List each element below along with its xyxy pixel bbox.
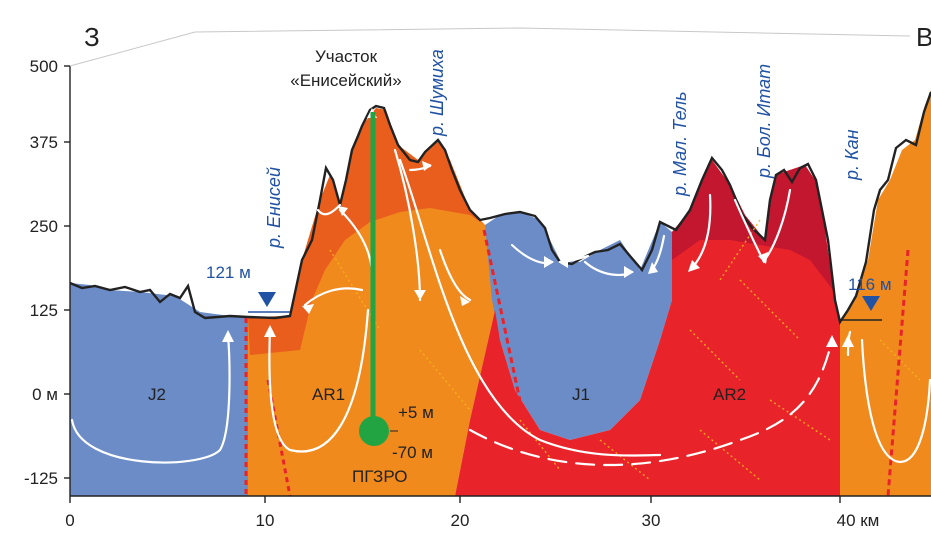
unit-ar1-weathered	[248, 108, 485, 355]
arrowhead	[624, 266, 634, 278]
arrowhead	[422, 161, 432, 171]
flow-arrow	[70, 333, 231, 464]
fault-line	[482, 229, 542, 497]
arrowhead	[558, 256, 568, 268]
fracture-line	[329, 249, 381, 331]
borehole-target	[359, 416, 389, 446]
x-tick-label: 20	[451, 511, 470, 530]
arrowhead	[826, 335, 838, 347]
y-tick-label: 125	[30, 301, 58, 320]
unit-label-ar2: AR2	[713, 385, 746, 404]
unit-ar2-crest	[672, 160, 833, 290]
direction-west: З	[84, 22, 100, 52]
water-level-label-right: 116 м	[848, 275, 892, 294]
unit-ar2-body	[455, 160, 840, 496]
arrowhead	[460, 296, 470, 306]
flow-arrow	[268, 308, 370, 453]
x-tick-labels: 0 10 20 30 40 км	[65, 511, 879, 530]
unit-label-ar1: AR1	[312, 385, 345, 404]
river-label-mal-tel: р. Мал. Тель	[670, 91, 690, 197]
unit-j2-body	[70, 283, 248, 496]
fracture-line	[739, 279, 801, 341]
arrowhead	[302, 304, 314, 314]
flow-arrow	[393, 148, 422, 302]
top-frame	[69, 27, 911, 67]
x-tick-label: 10	[256, 511, 275, 530]
y-tick-labels: 500 375 250 125 0 м -125	[24, 57, 58, 488]
x-tick-label: 40 км	[837, 511, 880, 530]
site-title-line2: «Енисейский»	[290, 71, 402, 90]
fracture-line	[699, 429, 761, 481]
y-tick-label: 500	[30, 57, 58, 76]
arrowhead	[842, 335, 854, 347]
river-label-kan: р. Кан	[842, 129, 862, 181]
fracture-line	[519, 419, 561, 471]
borehole-bottom-label: -70 м	[392, 443, 433, 462]
flow-arrow	[303, 287, 364, 307]
water-level-label-left: 121 м	[206, 263, 251, 282]
y-tick-label: 250	[30, 217, 58, 236]
river-label-bol-itat: р. Бол. Итат	[754, 64, 774, 179]
arrowhead	[222, 330, 234, 342]
unit-label-j2: J2	[148, 385, 166, 404]
water-level-triangle	[258, 292, 276, 307]
x-tick-label: 0	[65, 511, 74, 530]
axes	[64, 65, 931, 503]
fracture-line	[599, 439, 651, 481]
flow-arrow-dashed	[468, 338, 834, 466]
arrowhead	[758, 252, 768, 264]
geology-layers	[70, 90, 931, 496]
unit-label-j1: J1	[572, 385, 590, 404]
y-tick-label: 0 м	[32, 385, 58, 404]
borehole	[359, 112, 398, 446]
x-tick-label: 30	[642, 511, 661, 530]
fracture-line	[719, 219, 761, 281]
arrowhead	[414, 290, 426, 300]
flow-arrow	[860, 338, 931, 464]
y-tick-label: 375	[30, 133, 58, 152]
y-tick-label: -125	[24, 469, 58, 488]
direction-east: В	[916, 22, 931, 52]
fracture-line	[769, 399, 831, 441]
arrowhead	[688, 260, 700, 272]
river-label-yenisei: р. Енисей	[264, 167, 284, 249]
arrowhead	[544, 256, 554, 268]
arrowhead	[338, 206, 348, 216]
arrowhead	[648, 262, 658, 274]
flow-arrow	[764, 188, 792, 260]
river-label-shumikha: р. Шумиха	[427, 49, 447, 137]
fracture-lines	[329, 219, 921, 481]
water-level-triangle	[862, 296, 880, 311]
flow-arrow	[438, 248, 472, 302]
borehole-name-label: ПГЗРО	[352, 467, 408, 486]
surface-profile	[69, 91, 931, 325]
borehole-top-label: +5 м	[398, 403, 434, 422]
fault-line	[886, 249, 910, 497]
site-title-line1: Участок	[315, 47, 378, 66]
fracture-line	[419, 349, 471, 411]
arrowhead	[264, 325, 276, 337]
fracture-line	[689, 329, 741, 381]
unit-ar1-east	[840, 90, 931, 496]
flow-arrow	[398, 158, 662, 457]
water-markers	[248, 292, 882, 321]
